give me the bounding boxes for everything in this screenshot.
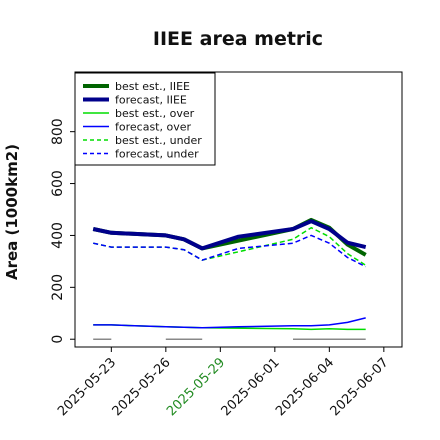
y-axis-label: Area (1000km2) bbox=[3, 144, 21, 280]
legend-label-1: forecast, IIEE bbox=[115, 94, 187, 107]
legend-label-2: best est., over bbox=[115, 107, 195, 120]
series-line-5 bbox=[93, 234, 367, 268]
y-tick-label-200: 200 bbox=[50, 274, 66, 301]
chart-title: IIEE area metric bbox=[153, 28, 323, 50]
y-tick-label-400: 400 bbox=[50, 222, 66, 249]
legend-label-4: best est., under bbox=[115, 134, 202, 147]
y-tick-label-800: 800 bbox=[50, 118, 66, 145]
legend-label-5: forecast, under bbox=[115, 148, 199, 161]
plot-frame bbox=[74, 71, 403, 348]
plot-area bbox=[92, 217, 367, 340]
series-line-4 bbox=[93, 226, 367, 266]
y-tick-label-600: 600 bbox=[50, 170, 66, 197]
y-tick-label-0: 0 bbox=[50, 335, 66, 344]
legend-label-0: best est., IIEE bbox=[115, 80, 190, 93]
legend-box bbox=[74, 72, 216, 166]
series-line-1 bbox=[92, 219, 367, 251]
series-line-3 bbox=[93, 317, 366, 329]
x-tick-label-2025-06-07: 2025-06-07 bbox=[328, 355, 392, 419]
legend-label-3: forecast, over bbox=[115, 121, 191, 134]
